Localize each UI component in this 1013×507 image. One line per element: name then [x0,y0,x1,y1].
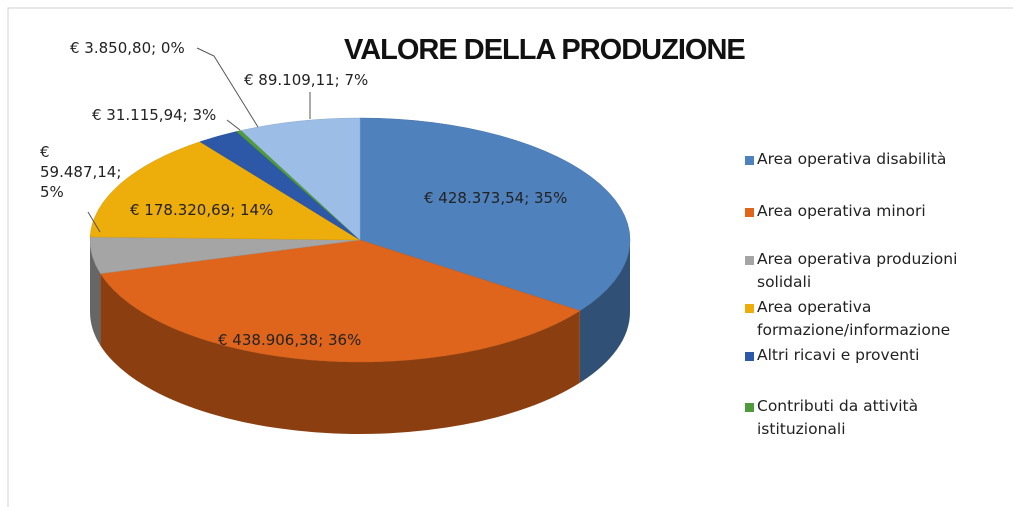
data-label: € 438.906,38; 36% [218,331,362,349]
legend-swatch [745,304,754,313]
slice [240,117,361,241]
chart-title: VALORE DELLA PRODUZIONE [344,34,746,66]
data-label: € 89.109,11; 7% [244,71,369,89]
legend-swatch [745,352,754,361]
slice [89,141,361,241]
slice [359,117,631,312]
legend-label: Area operativa disabilità [757,150,947,168]
slice-side [90,240,101,346]
slice [100,239,581,363]
data-label: € 31.115,94; 3% [92,106,217,124]
leader-line [226,119,241,131]
leader-line [196,47,259,128]
slice-side [100,273,580,434]
legend-swatch [745,256,754,265]
legend-label: Area operativa formazione/informazione [757,298,951,339]
data-label: € 428.373,54; 35% [424,189,568,207]
leader-line [87,211,101,233]
legend-swatch [745,403,754,412]
legend-label: Area operativa minori [757,202,926,220]
legend-label: Contributi da attività istituzionali [757,397,919,438]
data-label: € 178.320,69; 14% [130,201,274,219]
data-label: € 59.487,14; 5% [40,143,122,201]
legend-swatch [745,156,754,165]
legend-label: Altri ricavi e proventi [757,346,920,364]
legend-label: Area operativa produzioni solidali [757,250,958,291]
legend-swatch [745,208,754,217]
data-label: € 3.850,80; 0% [70,39,185,57]
slice-side [579,240,630,383]
frame [7,7,1013,507]
